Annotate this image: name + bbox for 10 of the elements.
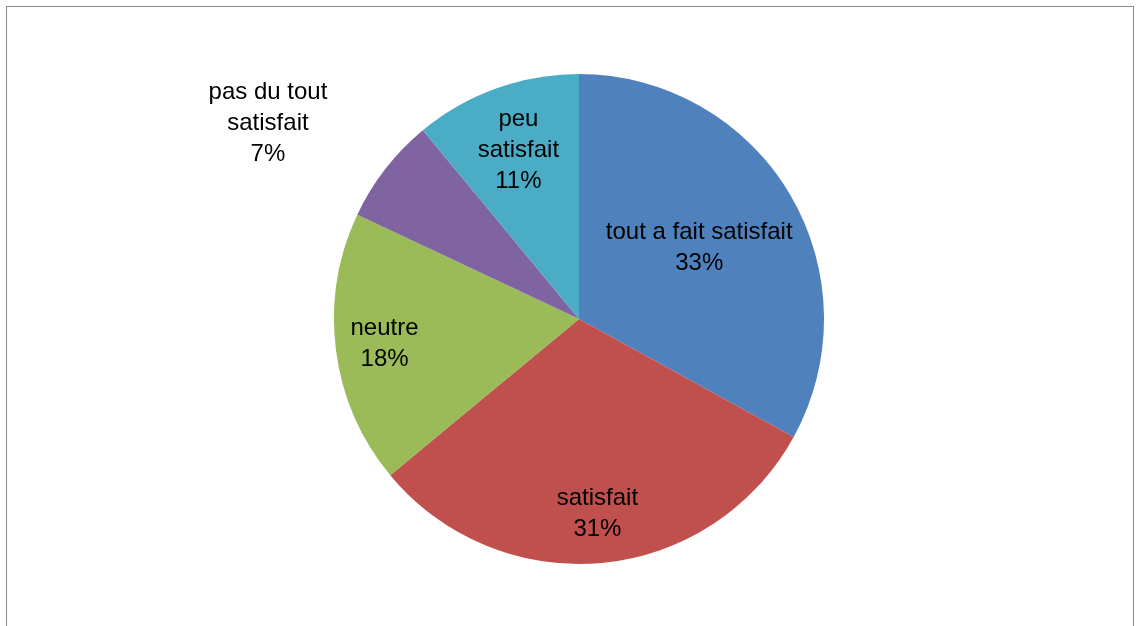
slice-label: neutre — [350, 312, 419, 340]
data-label: 31% — [573, 514, 622, 542]
slice-label: pas du tout satisfait — [208, 77, 328, 136]
slice-label: peu satisfait — [477, 104, 560, 163]
data-label: 7% — [250, 139, 286, 167]
slice-label: tout a fait satisfait — [605, 217, 793, 245]
data-label: 11% — [495, 166, 542, 194]
data-label: 33% — [675, 248, 724, 276]
data-label: 18% — [360, 343, 409, 371]
slice-label: satisfait — [556, 483, 639, 511]
